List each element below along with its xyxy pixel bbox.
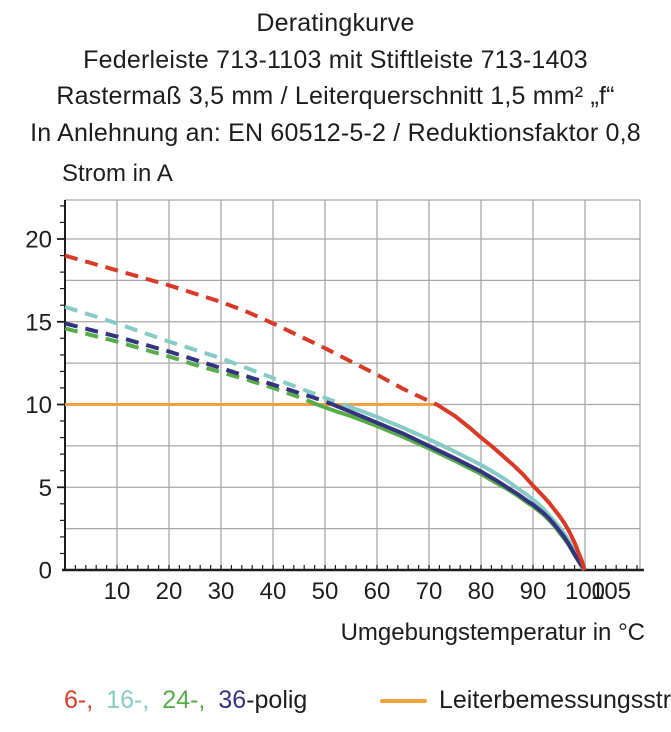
svg-text:60: 60 — [364, 578, 391, 605]
svg-text:50: 50 — [312, 578, 339, 605]
derating-chart: 10 20 30 40 50 60 70 80 90 100 105 0 5 10 15 20 — [25, 199, 644, 605]
rated-current-swatch — [380, 698, 427, 703]
series-curves — [64, 253, 587, 572]
svg-text:90: 90 — [520, 578, 547, 605]
svg-text:40: 40 — [260, 578, 287, 605]
legend-rated: Leiterbemessungsstrom — [380, 686, 671, 715]
title-line-4: In Anlehnung an: EN 60512-5-2 / Reduktio… — [30, 118, 641, 147]
legend-item-6-polig: 6-, — [64, 686, 94, 714]
series-6-polig-solid — [435, 402, 587, 571]
x-axis-title: Umgebungstemperatur in °C — [340, 619, 645, 646]
svg-text:20: 20 — [156, 578, 183, 605]
series-36-polig-solid — [332, 402, 587, 572]
title-line-3: Rastermaß 3,5 mm / Leiterquerschnitt 1,5… — [56, 82, 615, 110]
svg-text:70: 70 — [416, 578, 443, 605]
svg-text:10: 10 — [25, 392, 52, 419]
svg-text:100: 100 — [565, 578, 605, 605]
legend-poles: 6-, 16-, 24-, 36-polig — [64, 686, 307, 715]
legend-item-16-polig: 16-, — [106, 686, 150, 714]
title-line-2: Federleiste 713-1103 mit Stiftleiste 713… — [83, 45, 588, 74]
svg-text:30: 30 — [208, 578, 235, 605]
svg-text:80: 80 — [468, 578, 495, 605]
series-6-polig-dashed — [64, 253, 438, 407]
svg-text:15: 15 — [25, 309, 52, 336]
series-36-polig-dashed — [64, 321, 334, 407]
title-block: Deratingkurve Federleiste 713-1103 mit S… — [0, 5, 671, 151]
legend-item-24-polig: 24-, — [162, 686, 206, 714]
y-tick-labels: 0 5 10 15 20 — [25, 227, 52, 585]
svg-text:10: 10 — [104, 578, 131, 605]
gridlines — [65, 199, 641, 570]
legend-poles-suffix: -polig — [246, 686, 308, 714]
series-16-polig-dashed — [64, 304, 344, 407]
title-line-1: Deratingkurve — [256, 9, 415, 37]
svg-text:20: 20 — [25, 227, 52, 254]
series-24-polig-dashed — [64, 326, 318, 407]
svg-text:105: 105 — [591, 578, 631, 605]
axes — [57, 200, 644, 572]
legend-item-36-polig: 36 — [218, 686, 247, 714]
y-axis-title: Strom in A — [62, 160, 173, 187]
rated-current-label: Leiterbemessungsstrom — [439, 686, 671, 714]
svg-text:0: 0 — [39, 558, 52, 585]
svg-text:5: 5 — [39, 475, 52, 502]
